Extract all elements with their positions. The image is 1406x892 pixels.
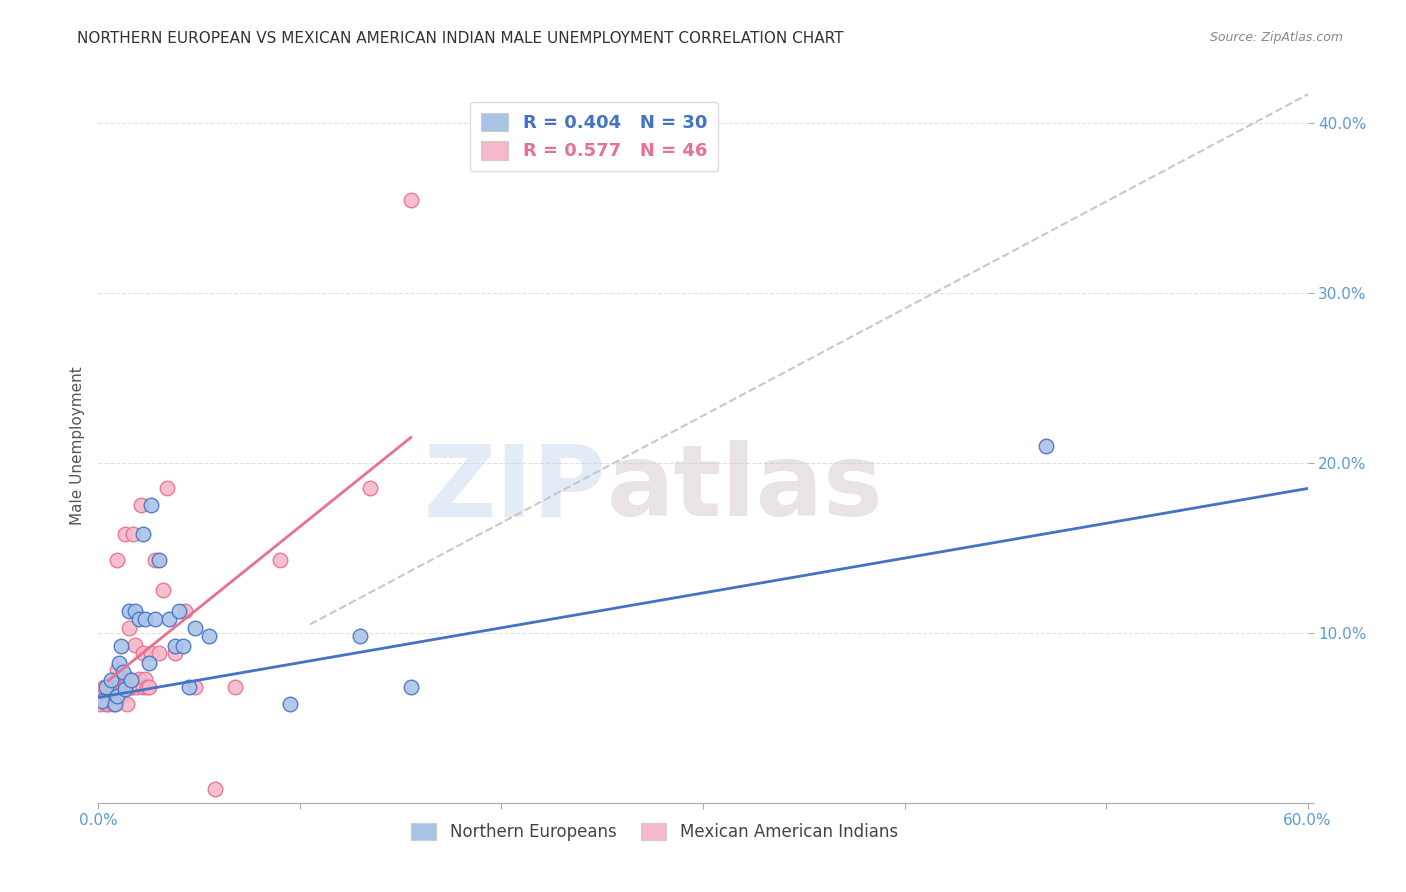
Point — [114, 681, 136, 696]
Point — [118, 621, 141, 635]
Point — [118, 604, 141, 618]
Point — [134, 672, 156, 686]
Point — [143, 553, 166, 567]
Text: NORTHERN EUROPEAN VS MEXICAN AMERICAN INDIAN MALE UNEMPLOYMENT CORRELATION CHART: NORTHERN EUROPEAN VS MEXICAN AMERICAN IN… — [77, 31, 844, 46]
Point — [128, 672, 150, 686]
Point — [139, 646, 162, 660]
Point — [135, 680, 157, 694]
Point — [124, 638, 146, 652]
Point — [118, 672, 141, 686]
Point — [97, 680, 120, 694]
Point — [107, 680, 129, 694]
Point — [269, 553, 291, 567]
Y-axis label: Male Unemployment: Male Unemployment — [69, 367, 84, 525]
Point — [121, 527, 143, 541]
Point — [152, 583, 174, 598]
Point — [121, 680, 143, 694]
Point — [132, 527, 155, 541]
Point — [138, 680, 160, 694]
Point — [138, 657, 160, 671]
Point — [278, 698, 301, 712]
Point — [132, 646, 155, 660]
Point — [120, 673, 142, 688]
Point — [157, 612, 180, 626]
Point — [114, 680, 136, 694]
Point — [179, 680, 201, 694]
Point — [107, 657, 129, 671]
Point — [128, 612, 150, 626]
Point — [97, 698, 120, 712]
Point — [399, 193, 422, 207]
Point — [184, 680, 207, 694]
Point — [1035, 439, 1057, 453]
Point — [96, 680, 118, 694]
Point — [93, 680, 115, 694]
Text: atlas: atlas — [606, 441, 883, 537]
Point — [110, 640, 132, 654]
Point — [134, 612, 156, 626]
Point — [143, 612, 166, 626]
Point — [105, 663, 128, 677]
Text: ZIP: ZIP — [423, 441, 606, 537]
Point — [156, 482, 179, 496]
Point — [148, 553, 170, 567]
Point — [101, 698, 124, 712]
Point — [103, 698, 125, 712]
Point — [125, 680, 148, 694]
Point — [172, 640, 194, 654]
Point — [174, 604, 197, 618]
Point — [91, 694, 114, 708]
Point — [204, 782, 226, 797]
Point — [148, 646, 170, 660]
Point — [129, 499, 152, 513]
Point — [105, 689, 128, 703]
Point — [163, 646, 186, 660]
Point — [184, 621, 207, 635]
Point — [111, 665, 134, 679]
Point — [91, 689, 114, 703]
Point — [100, 689, 122, 703]
Point — [132, 680, 155, 694]
Point — [115, 698, 138, 712]
Point — [103, 689, 125, 703]
Point — [224, 680, 246, 694]
Point — [120, 680, 142, 694]
Point — [399, 680, 422, 694]
Point — [139, 499, 162, 513]
Point — [89, 698, 111, 712]
Point — [111, 680, 134, 694]
Point — [107, 689, 129, 703]
Point — [101, 680, 124, 694]
Point — [100, 673, 122, 688]
Point — [124, 604, 146, 618]
Point — [96, 698, 118, 712]
Point — [110, 689, 132, 703]
Text: Source: ZipAtlas.com: Source: ZipAtlas.com — [1209, 31, 1343, 45]
Legend: Northern Europeans, Mexican American Indians: Northern Europeans, Mexican American Ind… — [405, 816, 904, 848]
Point — [114, 527, 136, 541]
Point — [167, 604, 190, 618]
Point — [105, 553, 128, 567]
Point — [198, 629, 221, 643]
Point — [360, 482, 382, 496]
Point — [163, 640, 186, 654]
Point — [349, 629, 371, 643]
